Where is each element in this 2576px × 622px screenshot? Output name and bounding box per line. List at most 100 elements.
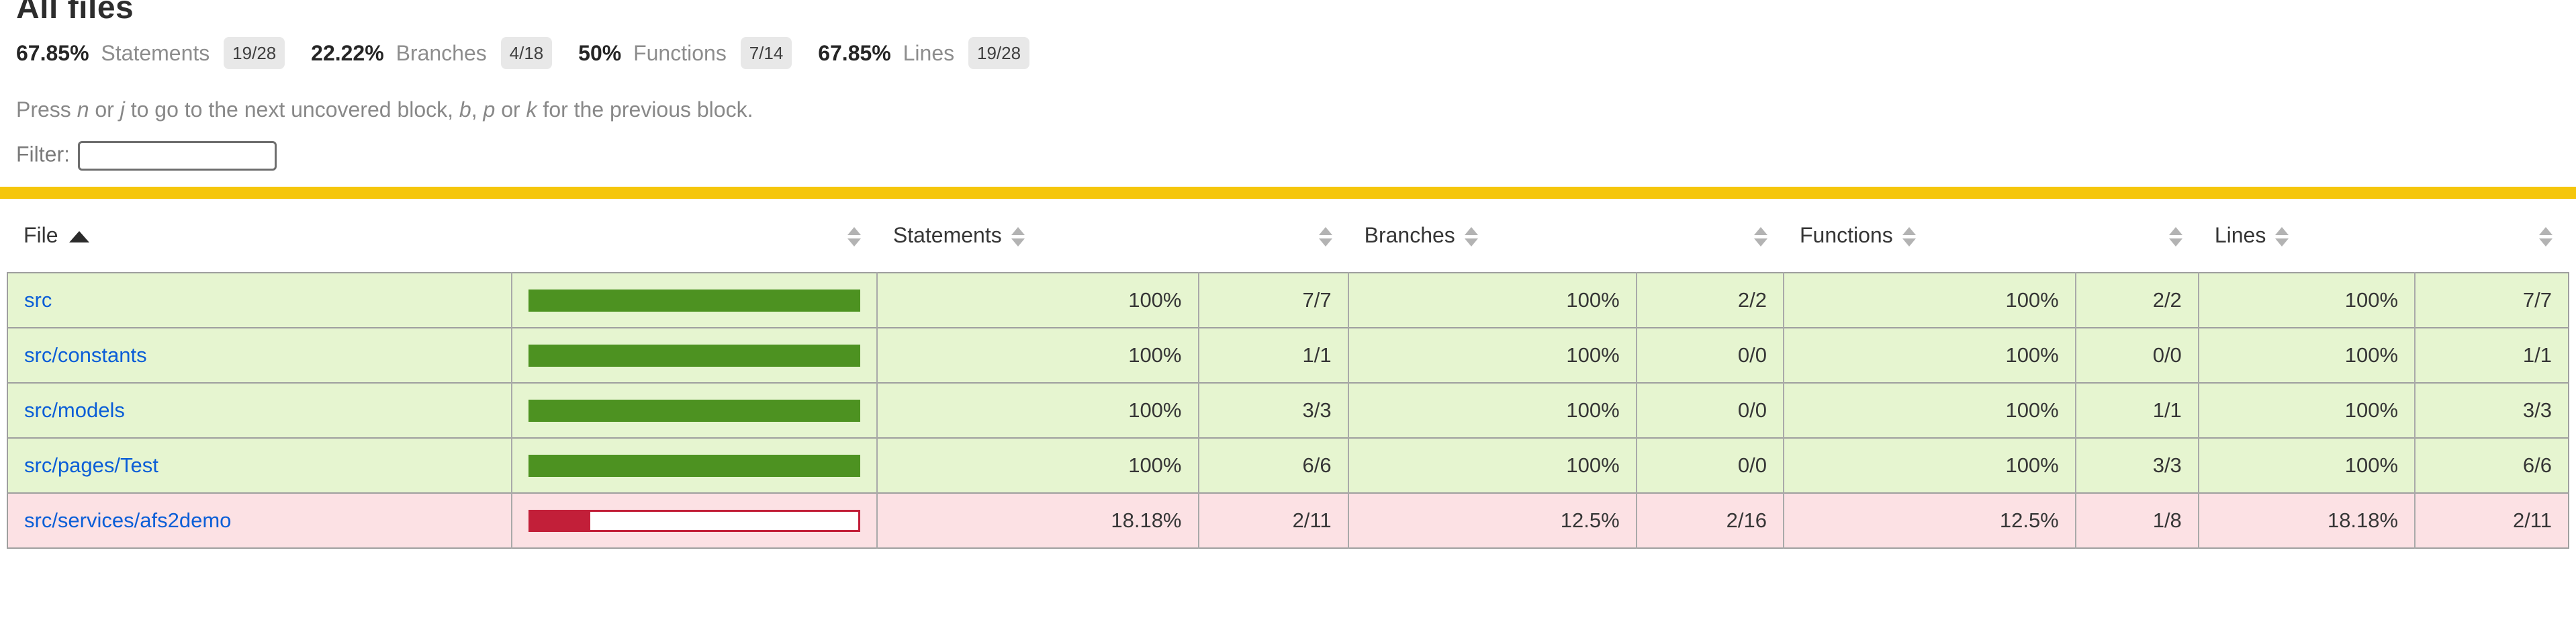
file-cell: src/models [7,383,513,438]
filter-label: Filter: [16,142,70,167]
sort-icon [847,227,861,247]
lines-raw-cell: 2/11 [2415,493,2569,548]
metric-percent: 67.85% [818,41,891,65]
statements-raw-cell: 2/11 [1198,493,1349,548]
metric-percent: 67.85% [16,41,89,65]
column-header-bar[interactable] [512,199,876,273]
lines-pct-cell: 100% [2198,328,2416,383]
coverage-bar [528,454,860,477]
functions-raw-cell: 1/8 [2075,493,2199,548]
file-link[interactable]: src/models [24,398,125,422]
sort-icon [1011,227,1025,247]
coverage-bar-fill [531,346,858,365]
coverage-bar [528,509,860,532]
functions-raw-cell: 3/3 [2075,438,2199,493]
file-cell: src/services/afs2demo [7,493,513,548]
column-header-functions[interactable]: Functions [1784,199,2076,273]
page-title: All files [16,0,134,26]
sort-icon [2539,227,2552,247]
column-header-functions-raw[interactable] [2076,199,2199,273]
branches-pct-cell: 100% [1348,273,1637,328]
sort-icon [2275,227,2289,247]
branches-raw-cell: 0/0 [1636,383,1784,438]
metric-label: Branches [396,41,487,65]
sort-ascending-icon [68,231,89,243]
table-row: src/services/afs2demo 18.18% 2/11 12.5% … [7,493,2569,548]
filter-input[interactable] [78,141,277,171]
file-link[interactable]: src/pages/Test [24,453,158,477]
column-header-label: Functions [1799,223,1893,247]
branches-pct-cell: 12.5% [1348,493,1637,548]
column-header-lines[interactable]: Lines [2199,199,2415,273]
branches-pct-cell: 100% [1348,438,1637,493]
hint-text: or [89,97,120,122]
coverage-table: File Statements Branches Functions Lines… [7,199,2569,549]
column-header-file[interactable]: File [7,199,512,273]
sort-icon [1753,227,1767,247]
status-line [0,187,2576,199]
metric-fraction: 4/18 [500,37,553,69]
column-header-statements[interactable]: Statements [877,199,1199,273]
report-header: All files 67.85% Statements 19/28 22.22%… [0,0,2576,171]
key-b: b [459,97,471,122]
functions-raw-cell: 1/1 [2075,383,2199,438]
statements-pct-cell: 18.18% [876,493,1199,548]
branches-raw-cell: 2/2 [1636,273,1784,328]
functions-raw-cell: 0/0 [2075,328,2199,383]
coverage-bar [528,344,860,367]
metric-label: Functions [633,41,727,65]
sort-icon [2168,227,2182,247]
coverage-bar-cell [512,328,878,383]
coverage-bar-cell [512,438,878,493]
lines-pct-cell: 100% [2198,438,2416,493]
branches-metric: 22.22% Branches 4/18 [311,37,553,69]
filter-row: Filter: [16,141,2560,171]
metric-label: Lines [903,41,955,65]
keyboard-shortcuts-hint: Press n or j to go to the next uncovered… [16,97,2560,122]
file-link[interactable]: src/services/afs2demo [24,508,232,532]
functions-raw-cell: 2/2 [2075,273,2199,328]
column-header-statements-raw[interactable] [1199,199,1348,273]
coverage-bar [528,289,860,312]
coverage-bar-fill [531,291,858,310]
key-n: n [77,97,89,122]
branches-pct-cell: 100% [1348,328,1637,383]
coverage-bar-cell [512,273,878,328]
hint-text: for the previous block. [537,97,753,122]
column-header-label: Statements [892,223,1002,247]
lines-metric: 67.85% Lines 19/28 [818,37,1030,69]
statements-pct-cell: 100% [876,438,1199,493]
statements-pct-cell: 100% [876,383,1199,438]
metric-label: Statements [101,41,210,65]
coverage-table-wrap: File Statements Branches Functions Lines… [0,199,2576,549]
functions-pct-cell: 100% [1783,438,2076,493]
functions-pct-cell: 100% [1783,328,2076,383]
lines-raw-cell: 3/3 [2415,383,2569,438]
functions-pct-cell: 100% [1783,273,2076,328]
column-header-label: Lines [2214,223,2266,247]
metric-fraction: 7/14 [740,37,792,69]
column-header-branches-raw[interactable] [1637,199,1784,273]
hint-text: , [471,97,484,122]
sort-icon [1318,227,1332,247]
column-header-label: Branches [1364,223,1455,247]
key-j: j [120,97,125,122]
functions-pct-cell: 100% [1783,383,2076,438]
coverage-summary-metrics: 67.85% Statements 19/28 22.22% Branches … [16,37,2560,69]
table-row: src/constants 100% 1/1 100% 0/0 100% 0/0… [7,328,2569,383]
table-row: src/models 100% 3/3 100% 0/0 100% 1/1 10… [7,383,2569,438]
column-header-branches[interactable]: Branches [1348,199,1637,273]
column-header-lines-raw[interactable] [2415,199,2569,273]
table-row: src 100% 7/7 100% 2/2 100% 2/2 100% 7/7 [7,273,2569,328]
file-link[interactable]: src [24,288,52,312]
hint-text: or [495,97,526,122]
statements-raw-cell: 3/3 [1198,383,1349,438]
lines-pct-cell: 100% [2198,383,2416,438]
statements-raw-cell: 7/7 [1198,273,1349,328]
branches-raw-cell: 0/0 [1636,328,1784,383]
metric-fraction: 19/28 [224,37,285,69]
file-link[interactable]: src/constants [24,343,147,367]
coverage-bar-cell [512,493,878,548]
statements-raw-cell: 1/1 [1198,328,1349,383]
metric-fraction: 19/28 [968,37,1030,69]
